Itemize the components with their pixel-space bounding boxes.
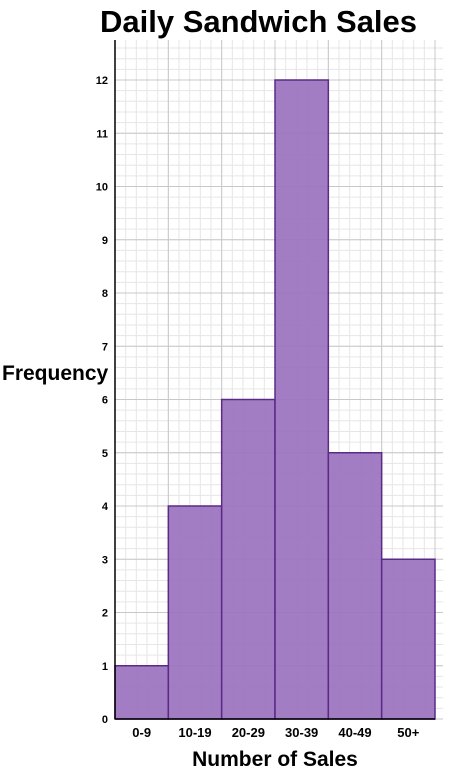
y-tick-label: 1 bbox=[102, 661, 108, 673]
y-axis-label: Frequency bbox=[2, 362, 109, 385]
y-tick-label: 2 bbox=[102, 608, 108, 620]
y-tick-label: 6 bbox=[102, 395, 108, 407]
x-tick-label: 40-49 bbox=[338, 725, 371, 740]
x-tick-label: 0-9 bbox=[132, 725, 151, 740]
x-tick-label: 50+ bbox=[397, 725, 419, 740]
y-tick-label: 7 bbox=[102, 341, 108, 353]
x-tick-label: 30-39 bbox=[285, 725, 318, 740]
bar-20-29 bbox=[220, 398, 276, 720]
bar-30-39 bbox=[274, 79, 330, 720]
x-tick-label: 10-19 bbox=[178, 725, 211, 740]
x-axis-label: Number of Sales bbox=[192, 748, 358, 771]
y-tick-label: 3 bbox=[102, 554, 108, 566]
bar-10-19 bbox=[167, 505, 223, 720]
y-tick-label: 10 bbox=[96, 182, 108, 194]
y-tick-label: 4 bbox=[102, 501, 109, 513]
y-tick-label: 9 bbox=[102, 235, 108, 247]
y-tick-label: 11 bbox=[96, 128, 108, 140]
y-tick-label: 5 bbox=[102, 448, 108, 460]
bar-0-9 bbox=[114, 665, 170, 720]
y-tick-label: 8 bbox=[102, 288, 108, 300]
bar-50+ bbox=[380, 558, 436, 720]
bar-40-49 bbox=[327, 452, 383, 720]
chart-title: Daily Sandwich Sales bbox=[100, 4, 418, 39]
y-tick-label: 0 bbox=[102, 714, 108, 726]
axis-layer bbox=[114, 40, 435, 720]
x-tick-label: 20-29 bbox=[232, 725, 265, 740]
y-tick-label: 12 bbox=[96, 75, 108, 87]
